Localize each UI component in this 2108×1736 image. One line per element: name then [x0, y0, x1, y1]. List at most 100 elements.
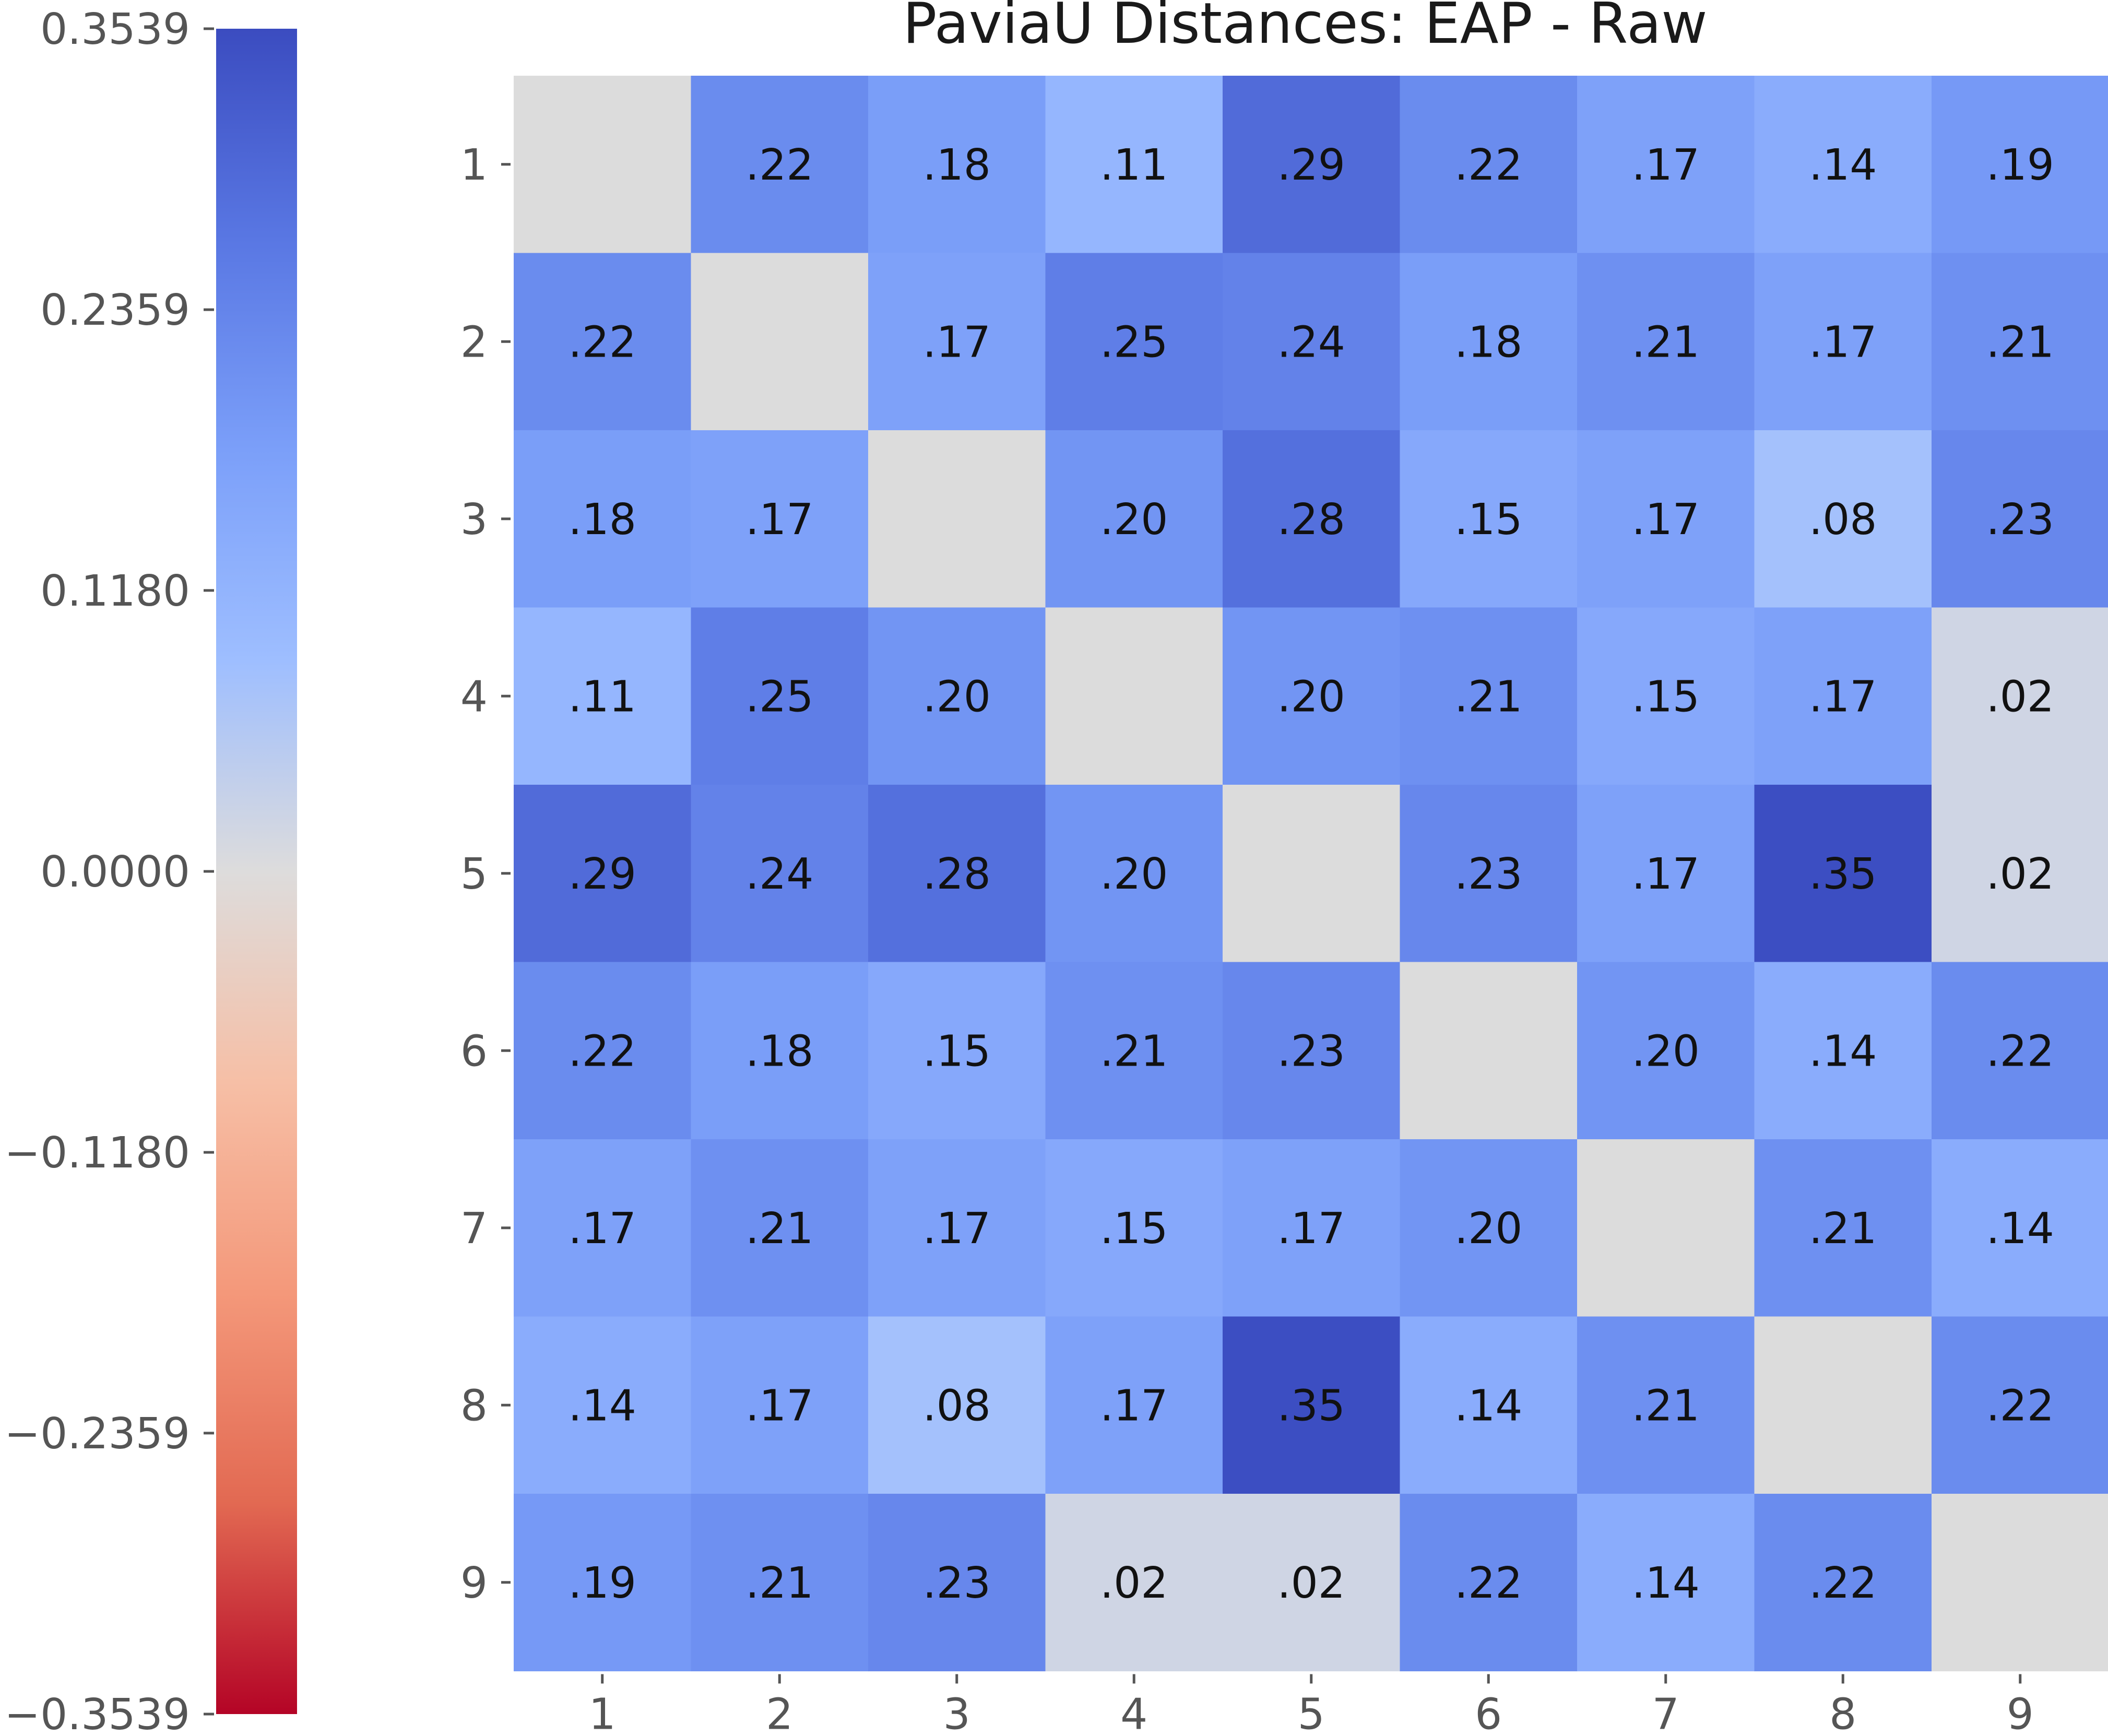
- x-tick-label: 8: [1829, 1690, 1856, 1736]
- heatmap-cell: [1400, 1139, 1578, 1317]
- heatmap-cell: [1223, 962, 1401, 1140]
- y-tick-label: 2: [460, 317, 488, 367]
- heatmap-cell: [514, 1316, 692, 1494]
- heatmap-cell: [1045, 962, 1223, 1140]
- heatmap-cell: [1754, 607, 1932, 785]
- heatmap-cell: [868, 1494, 1046, 1672]
- cell-value-label: .14: [1809, 1026, 1877, 1076]
- heatmap-cell: [1400, 253, 1578, 431]
- cell-value-label: .02: [1986, 849, 2054, 899]
- heatmap-cell: [691, 76, 869, 254]
- cell-value-label: .22: [1986, 1026, 2054, 1076]
- y-tick-label: 1: [460, 140, 488, 190]
- colorbar-tick-label: −0.3539: [4, 1690, 190, 1736]
- heatmap-cell: [868, 76, 1046, 254]
- heatmap-cell: [1932, 1316, 2108, 1494]
- heatmap-cell: [1223, 1494, 1401, 1672]
- cell-value-label: .24: [745, 849, 813, 899]
- cell-value-label: .21: [745, 1204, 813, 1254]
- y-tick-label: 6: [460, 1026, 488, 1076]
- cell-value-label: .18: [1454, 317, 1522, 367]
- heatmap-cell: [691, 1494, 869, 1672]
- cell-value-label: .25: [745, 672, 813, 722]
- heatmap-cell: [1754, 785, 1932, 963]
- cell-value-label: .21: [1100, 1026, 1168, 1076]
- x-tick-label: 5: [1298, 1690, 1325, 1736]
- heatmap-cell: [868, 607, 1046, 785]
- cell-value-label: .35: [1809, 849, 1877, 899]
- heatmap-cell: [1400, 962, 1578, 1140]
- heatmap-cell: [691, 430, 869, 608]
- heatmap-cell: [1577, 607, 1755, 785]
- cell-value-label: .17: [1809, 672, 1877, 722]
- cell-value-label: .21: [745, 1558, 813, 1608]
- cell-value-label: .11: [1100, 140, 1168, 190]
- cell-value-label: .20: [1100, 849, 1168, 899]
- heatmap-cell: [1577, 962, 1755, 1140]
- heatmap-cell: [1754, 76, 1932, 254]
- cell-value-label: .02: [1100, 1558, 1168, 1608]
- x-tick-label: 7: [1652, 1690, 1679, 1736]
- x-tick-label: 1: [589, 1690, 616, 1736]
- cell-value-label: .20: [923, 672, 991, 722]
- heatmap-cell: [514, 430, 692, 608]
- cell-value-label: .02: [1986, 672, 2054, 722]
- cell-value-label: .17: [1809, 317, 1877, 367]
- cell-value-label: .15: [923, 1026, 991, 1076]
- heatmap-cell: [868, 1139, 1046, 1317]
- heatmap-cell: [1577, 1139, 1755, 1317]
- heatmap-cell: [514, 76, 692, 254]
- cell-value-label: .23: [923, 1558, 991, 1608]
- cell-value-label: .11: [569, 672, 636, 722]
- heatmap-cell: [1577, 253, 1755, 431]
- y-axis: 1 2 3 4 5 6 7 8 9: [460, 140, 511, 1608]
- cell-value-label: .18: [745, 1026, 813, 1076]
- cell-value-label: .21: [1809, 1204, 1877, 1254]
- cell-value-label: .17: [1632, 495, 1700, 545]
- cell-value-label: .17: [1277, 1204, 1345, 1254]
- cell-value-label: .14: [1986, 1204, 2054, 1254]
- heatmap-cell: [1932, 607, 2108, 785]
- heatmap-cells: [514, 76, 2108, 1672]
- cell-value-label: .23: [1986, 495, 2054, 545]
- cell-value-label: .02: [1277, 1558, 1345, 1608]
- colorbar: 0.3539 0.2359 0.1180 0.0000 −0.1180 −0.2359 −0…: [4, 5, 297, 1736]
- heatmap-cell: [868, 785, 1046, 963]
- cell-value-label: .08: [923, 1381, 991, 1431]
- cell-value-label: .28: [923, 849, 991, 899]
- cell-value-label: .22: [569, 1026, 636, 1076]
- cell-value-label: .15: [1632, 672, 1700, 722]
- heatmap-cell: [1932, 76, 2108, 254]
- heatmap-cell: [1577, 76, 1755, 254]
- cell-value-label: .14: [569, 1381, 636, 1431]
- heatmap-cell: [1045, 430, 1223, 608]
- heatmap-cell: [1754, 1139, 1932, 1317]
- heatmap-cell: [1400, 430, 1578, 608]
- cell-value-label: .28: [1277, 495, 1345, 545]
- heatmap-cell: [1577, 785, 1755, 963]
- heatmap-cell: [1932, 253, 2108, 431]
- heatmap-cell: [514, 1139, 692, 1317]
- heatmap-cell: [1045, 253, 1223, 431]
- colorbar-ticks: 0.3539 0.2359 0.1180 0.0000 −0.1180 −0.2359 −0…: [4, 5, 214, 1736]
- heatmap-cell: [1400, 785, 1578, 963]
- heatmap-cell: [1932, 1139, 2108, 1317]
- colorbar-tick-label: 0.3539: [40, 5, 190, 54]
- x-tick-label: 3: [943, 1690, 970, 1736]
- x-tick-label: 9: [2007, 1690, 2034, 1736]
- cell-value-label: .15: [1454, 495, 1522, 545]
- x-tick-label: 4: [1120, 1690, 1147, 1736]
- heatmap-cell: [691, 785, 869, 963]
- heatmap-cell: [1754, 253, 1932, 431]
- heatmap-cell: [1045, 1316, 1223, 1494]
- cell-value-label: .08: [1809, 495, 1877, 545]
- heatmap-cell: [1932, 962, 2108, 1140]
- x-tick-label: 2: [766, 1690, 793, 1736]
- heatmap-cell: [1400, 1494, 1578, 1672]
- cell-value-label: .22: [745, 140, 813, 190]
- cell-value-label: .22: [1809, 1558, 1877, 1608]
- cell-value-label: .29: [569, 849, 636, 899]
- cell-value-label: .21: [1986, 317, 2054, 367]
- heatmap-cell: [691, 607, 869, 785]
